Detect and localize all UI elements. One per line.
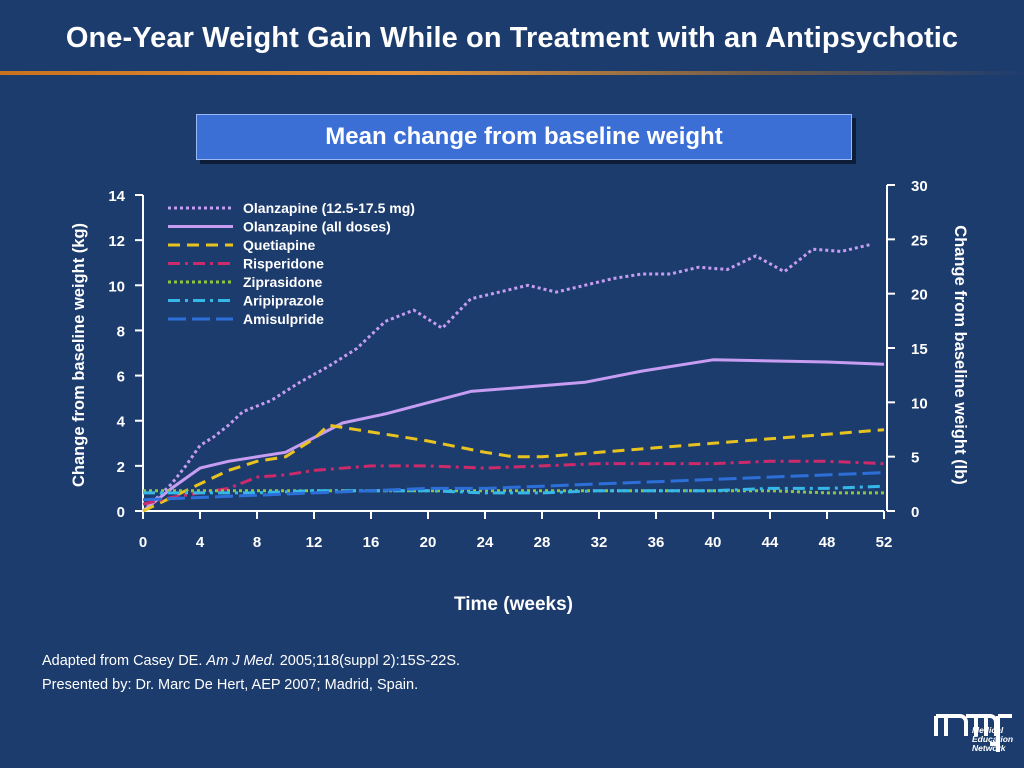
y-tick-label-left: 8 (117, 323, 125, 340)
logo-line-3: Network (972, 743, 1006, 753)
x-tick-label: 44 (762, 534, 779, 551)
series-line-2 (142, 423, 885, 513)
y-tick-label-left: 6 (117, 369, 125, 386)
legend-label: Olanzapine (all doses) (243, 219, 391, 235)
legend-label: Olanzapine (12.5-17.5 mg) (243, 200, 415, 216)
legend-label: Aripiprazole (243, 293, 324, 309)
presented-by: Presented by: Dr. Marc De Hert, AEP 2007… (42, 677, 419, 693)
y-tick-label-left: 10 (108, 278, 125, 295)
x-tick-label: 0 (139, 534, 147, 551)
title-divider (0, 71, 1024, 75)
y-tick-label-right: 20 (911, 287, 928, 304)
y-tick-label-right: 0 (911, 504, 919, 521)
series-line-0 (141, 243, 871, 513)
y-tick-label-left: 2 (117, 459, 125, 476)
y-tick-label-left: 0 (117, 504, 125, 521)
series-line-1 (142, 358, 885, 513)
x-tick-label: 8 (253, 534, 261, 551)
y-axis-title-left: Change from baseline weight (kg) (70, 223, 88, 487)
y-tick-label-left: 14 (108, 188, 125, 205)
x-tick-label: 32 (591, 534, 608, 551)
x-tick-label: 36 (648, 534, 665, 551)
x-tick-label: 28 (534, 534, 551, 551)
x-tick-label: 4 (196, 534, 205, 551)
series-line-3 (142, 459, 885, 506)
y-tick-label-right: 30 (911, 178, 928, 195)
y-axis-title-right: Change from baseline weight (lb) (951, 225, 969, 484)
mednet-logo-icon (934, 714, 1012, 752)
y-tick-label-right: 10 (911, 395, 928, 412)
chart-subtitle: Mean change from baseline weight (325, 123, 723, 150)
series-line-6 (142, 471, 885, 502)
logo-text: Medical Education Network (972, 726, 1013, 753)
series-line-5 (143, 484, 885, 495)
x-tick-label: 16 (363, 534, 380, 551)
citation: Adapted from Casey DE. Am J Med. 2005;11… (42, 653, 460, 669)
y-tick-label-left: 4 (117, 414, 126, 431)
logo-line-2: Education (972, 734, 1014, 744)
x-tick-label: 40 (705, 534, 722, 551)
y-tick-label-right: 25 (911, 232, 928, 249)
y-tick-label-right: 15 (911, 341, 928, 358)
citation-prefix: Adapted from Casey DE. (42, 653, 207, 669)
legend-label: Ziprasidone (243, 274, 323, 290)
citation-journal: Am J Med. (206, 653, 276, 669)
x-axis-title: Time (weeks) (454, 594, 573, 615)
chart-subtitle-box: Mean change from baseline weight (196, 114, 852, 160)
legend-label: Quetiapine (243, 237, 316, 253)
y-tick-label-left: 12 (108, 233, 125, 250)
legend-label: Risperidone (243, 256, 324, 272)
logo-line-1: Medical (972, 725, 1004, 735)
x-tick-label: 12 (306, 534, 323, 551)
x-tick-label: 52 (876, 534, 893, 551)
slide-title: One-Year Weight Gain While on Treatment … (65, 22, 959, 54)
x-tick-label: 48 (819, 534, 836, 551)
x-tick-label: 24 (477, 534, 494, 551)
y-tick-label-right: 5 (911, 450, 919, 467)
citation-suffix: 2005;118(suppl 2):15S-22S. (275, 653, 461, 669)
x-tick-label: 20 (420, 534, 437, 551)
legend-label: Amisulpride (243, 311, 324, 327)
